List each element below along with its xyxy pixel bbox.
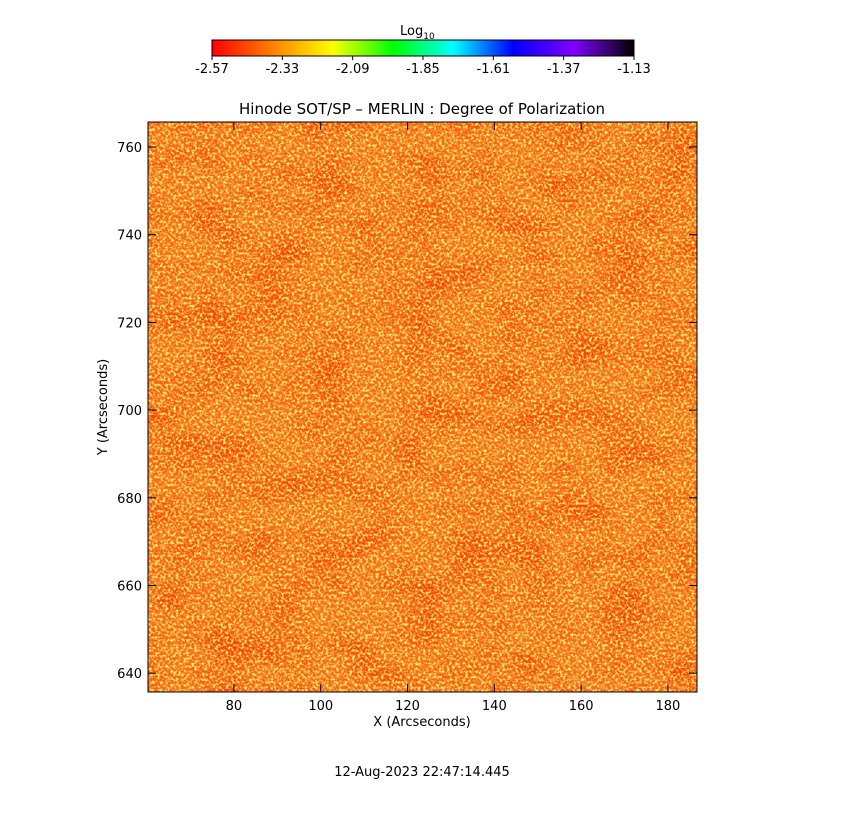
y-tick-label: 680 <box>117 492 142 507</box>
x-tick-label: 140 <box>482 699 507 714</box>
x-tick-label: 120 <box>395 699 420 714</box>
y-tick-label: 640 <box>117 667 142 682</box>
y-tick-label: 740 <box>117 229 142 244</box>
colorbar-label: Log10 <box>400 24 435 42</box>
colorbar-tick-label: -1.85 <box>406 62 440 77</box>
timestamp: 12-Aug-2023 22:47:14.445 <box>334 765 510 780</box>
x-tick-label: 100 <box>308 699 333 714</box>
colorbar <box>211 39 635 57</box>
colorbar-tick-label: -1.37 <box>547 62 581 77</box>
y-tick-label: 700 <box>117 404 142 419</box>
colorbar-label-sub: 10 <box>423 32 435 42</box>
y-tick-label: 720 <box>117 316 142 331</box>
solar-image <box>148 122 697 692</box>
colorbar-tick-label: -2.57 <box>195 62 229 77</box>
chart-title: Hinode SOT/SP – MERLIN : Degree of Polar… <box>239 100 605 118</box>
plot-frame <box>147 121 698 693</box>
x-tick-label: 160 <box>569 699 594 714</box>
colorbar-tick-label: -2.09 <box>336 62 370 77</box>
y-axis-label: Y (Arcseconds) <box>96 359 111 456</box>
y-tick-label: 660 <box>117 579 142 594</box>
x-tick-label: 180 <box>656 699 681 714</box>
colorbar-label-base: Log <box>400 24 423 39</box>
colorbar-tick-label: -2.33 <box>266 62 300 77</box>
x-tick-label: 80 <box>226 699 243 714</box>
x-axis-label: X (Arcseconds) <box>373 715 470 730</box>
colorbar-tick-label: -1.61 <box>477 62 511 77</box>
y-tick-label: 760 <box>117 141 142 156</box>
colorbar-tick-label: -1.13 <box>617 62 651 77</box>
